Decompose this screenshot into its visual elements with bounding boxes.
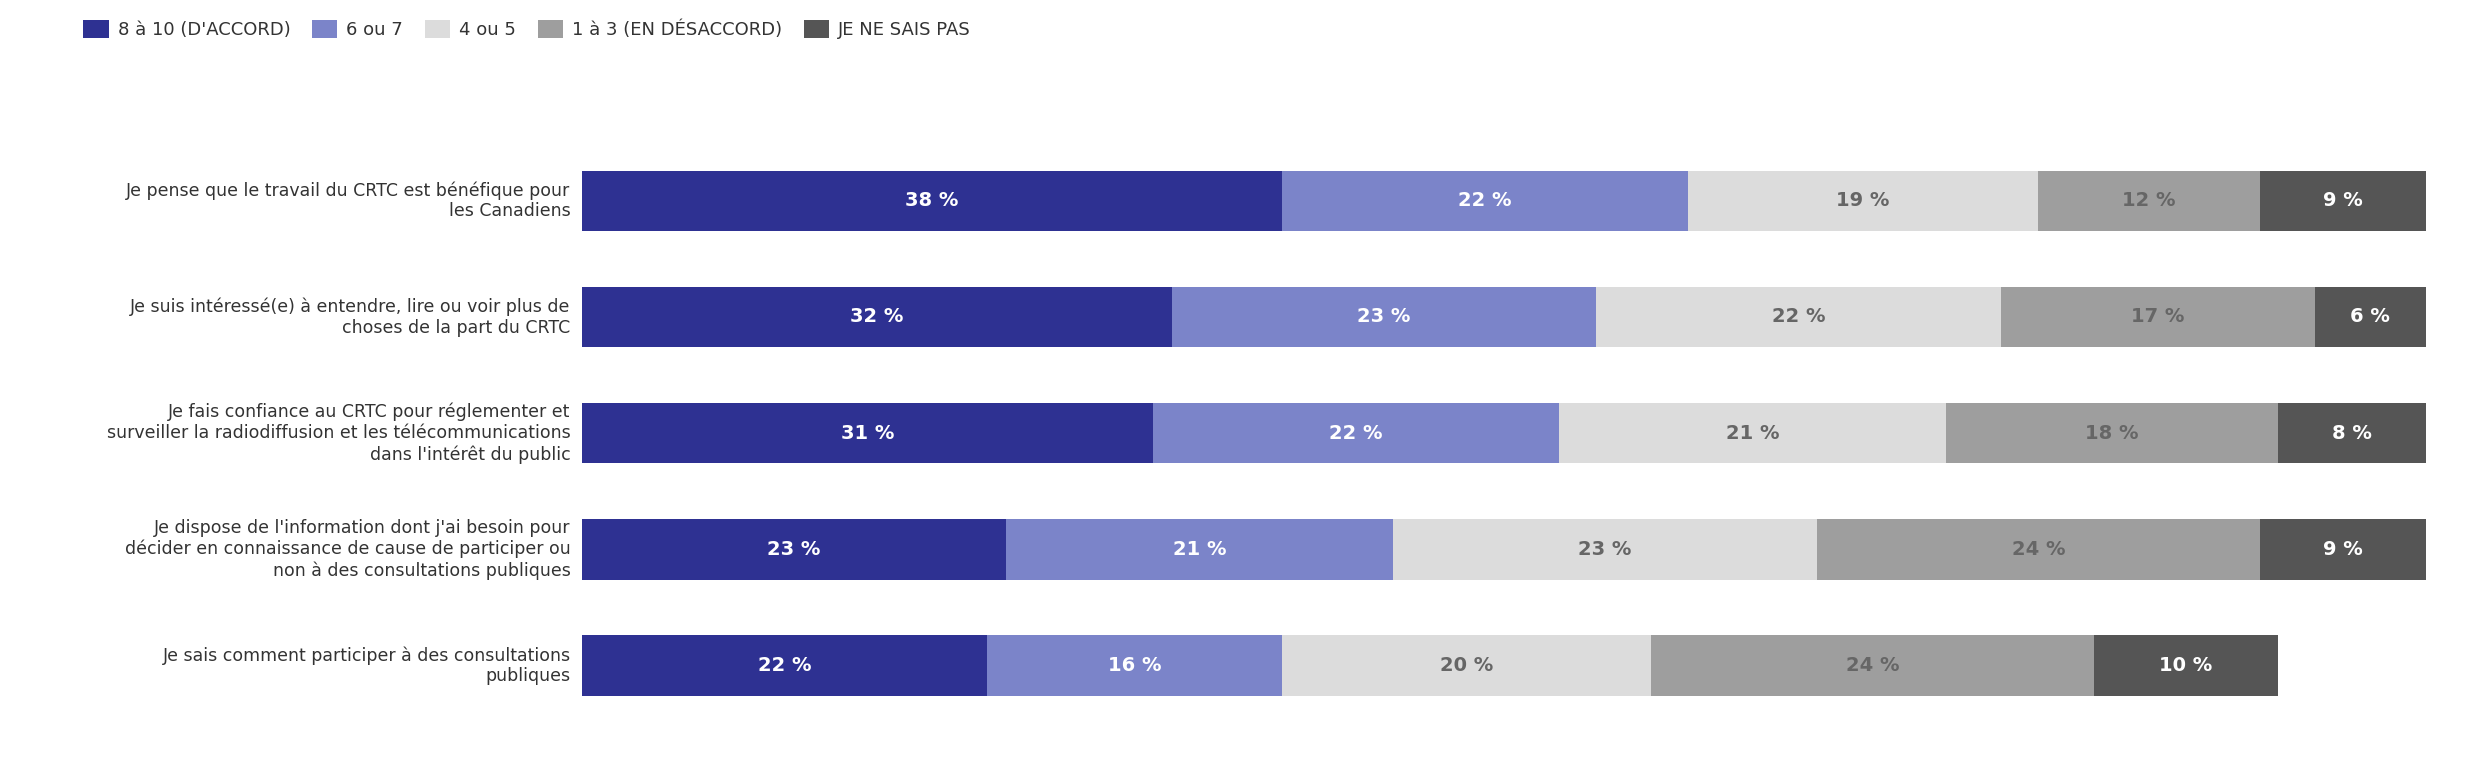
Bar xyxy=(582,170,1282,231)
Bar xyxy=(1282,635,1651,696)
Bar xyxy=(2002,287,2314,347)
Bar xyxy=(582,287,1171,347)
Text: 24 %: 24 % xyxy=(1846,656,1898,675)
Text: 21 %: 21 % xyxy=(1725,423,1780,442)
Bar xyxy=(582,403,1153,464)
Text: 8 %: 8 % xyxy=(2331,423,2371,442)
Text: 22 %: 22 % xyxy=(1772,308,1827,327)
Bar xyxy=(2314,287,2426,347)
Text: 17 %: 17 % xyxy=(2131,308,2185,327)
Bar xyxy=(582,519,1005,580)
Text: 19 %: 19 % xyxy=(1836,192,1891,211)
Text: 23 %: 23 % xyxy=(767,540,819,559)
Text: 12 %: 12 % xyxy=(2121,192,2176,211)
Text: 22 %: 22 % xyxy=(1458,192,1512,211)
Bar xyxy=(2260,170,2426,231)
Text: 23 %: 23 % xyxy=(1356,308,1411,327)
Bar xyxy=(1651,635,2094,696)
Text: 9 %: 9 % xyxy=(2322,540,2364,559)
Text: 22 %: 22 % xyxy=(757,656,812,675)
Bar xyxy=(1688,170,2039,231)
Text: 9 %: 9 % xyxy=(2322,192,2364,211)
Bar xyxy=(1393,519,1817,580)
Bar xyxy=(1282,170,1688,231)
Text: 10 %: 10 % xyxy=(2158,656,2213,675)
Text: 16 %: 16 % xyxy=(1109,656,1161,675)
Text: 6 %: 6 % xyxy=(2351,308,2391,327)
Legend: 8 à 10 (D'ACCORD), 6 ou 7, 4 ou 5, 1 à 3 (EN DÉSACCORD), JE NE SAIS PAS: 8 à 10 (D'ACCORD), 6 ou 7, 4 ou 5, 1 à 3… xyxy=(84,21,970,40)
Bar xyxy=(2039,170,2260,231)
Bar xyxy=(1171,287,1596,347)
Text: 32 %: 32 % xyxy=(849,308,903,327)
Text: 31 %: 31 % xyxy=(842,423,893,442)
Bar xyxy=(1005,519,1393,580)
Text: 20 %: 20 % xyxy=(1440,656,1492,675)
Bar xyxy=(582,635,988,696)
Text: 23 %: 23 % xyxy=(1579,540,1631,559)
Bar xyxy=(1945,403,2277,464)
Bar xyxy=(1596,287,2002,347)
Bar xyxy=(2277,403,2426,464)
Text: 24 %: 24 % xyxy=(2012,540,2064,559)
Bar xyxy=(1153,403,1559,464)
Bar xyxy=(2094,635,2277,696)
Bar xyxy=(2260,519,2426,580)
Text: 38 %: 38 % xyxy=(906,192,958,211)
Text: 18 %: 18 % xyxy=(2086,423,2138,442)
Bar xyxy=(988,635,1282,696)
Text: 22 %: 22 % xyxy=(1329,423,1384,442)
Bar xyxy=(1817,519,2260,580)
Bar xyxy=(1559,403,1945,464)
Text: 21 %: 21 % xyxy=(1173,540,1225,559)
